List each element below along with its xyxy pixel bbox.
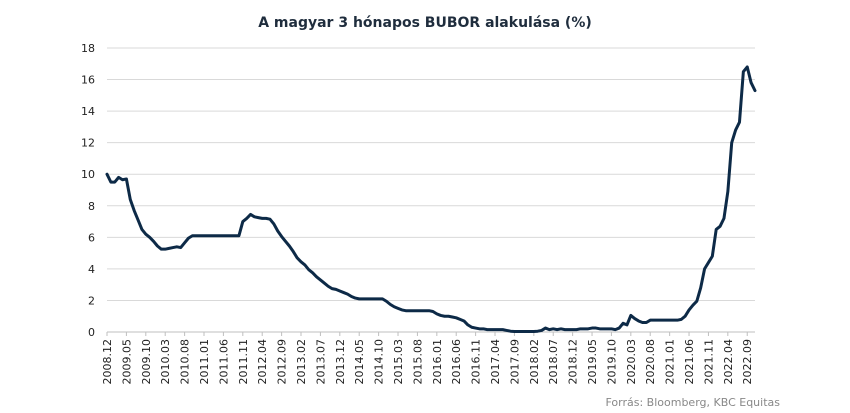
y-tick-label: 16 (81, 74, 95, 87)
y-tick-label: 8 (88, 200, 95, 213)
x-tick-label: 2020.03 (625, 339, 638, 385)
x-tick-label: 2010.08 (179, 339, 192, 385)
x-tick-label: 2021.01 (664, 339, 677, 385)
y-tick-label: 0 (88, 326, 95, 339)
y-tick-label: 18 (81, 42, 95, 55)
x-tick-label: 2022.04 (722, 339, 735, 385)
x-tick-label: 2011.11 (237, 339, 250, 385)
x-tick-label: 2018.02 (528, 339, 541, 385)
x-tick-label: 2015.03 (392, 339, 405, 385)
x-tick-label: 2012.09 (276, 339, 289, 385)
y-tick-label: 12 (81, 137, 95, 150)
x-tick-label: 2020.08 (644, 339, 657, 385)
chart-title: A magyar 3 hónapos BUBOR alakulása (%) (258, 15, 592, 31)
source-note: Forrás: Bloomberg, KBC Equitas (605, 396, 780, 409)
y-tick-label: 14 (81, 105, 95, 118)
x-tick-label: 2021.11 (702, 339, 715, 385)
y-tick-label: 6 (88, 231, 95, 244)
x-tick-label: 2017.04 (489, 339, 502, 385)
x-tick-label: 2019.10 (605, 339, 618, 385)
x-tick-label: 2011.01 (198, 339, 211, 385)
y-tick-label: 2 (88, 294, 95, 307)
x-tick-label: 2013.02 (295, 339, 308, 385)
x-tick-label: 2014.05 (353, 339, 366, 385)
x-tick-label: 2015.08 (411, 339, 424, 385)
x-tick-label: 2022.09 (741, 339, 754, 385)
x-tick-label: 2018.07 (547, 339, 560, 385)
x-tick-label: 2018.12 (567, 339, 580, 385)
x-tick-label: 2009.10 (140, 339, 153, 385)
grid-lines (107, 47, 755, 301)
y-tick-label: 4 (88, 263, 95, 276)
x-tick-label: 2016.11 (470, 339, 483, 385)
x-tick-label: 2012.04 (256, 339, 269, 385)
series-line-bubor-3m (105, 65, 757, 334)
x-tick-label: 2013.07 (314, 339, 327, 385)
x-tick-label: 2011.06 (217, 339, 230, 385)
x-tick-label: 2019.05 (586, 339, 599, 385)
x-tick-label: 2013.12 (334, 339, 347, 385)
x-tick-label: 2010.03 (159, 339, 172, 385)
x-tick-label: 2017.09 (508, 339, 521, 385)
x-axis-ticks: 2008.12 2009.05 2009.10 2010.03 2010.08 2011.… (101, 332, 754, 385)
x-tick-label: 2009.05 (120, 339, 133, 385)
y-tick-label: 10 (81, 168, 95, 181)
x-tick-label: 2016.06 (450, 339, 463, 385)
x-tick-label: 2008.12 (101, 339, 114, 385)
y-axis-ticks: 0 2 4 6 8 10 12 14 16 18 (81, 42, 95, 339)
x-tick-label: 2021.06 (683, 339, 696, 385)
x-tick-label: 2016.01 (431, 339, 444, 385)
x-tick-label: 2014.10 (373, 339, 386, 385)
